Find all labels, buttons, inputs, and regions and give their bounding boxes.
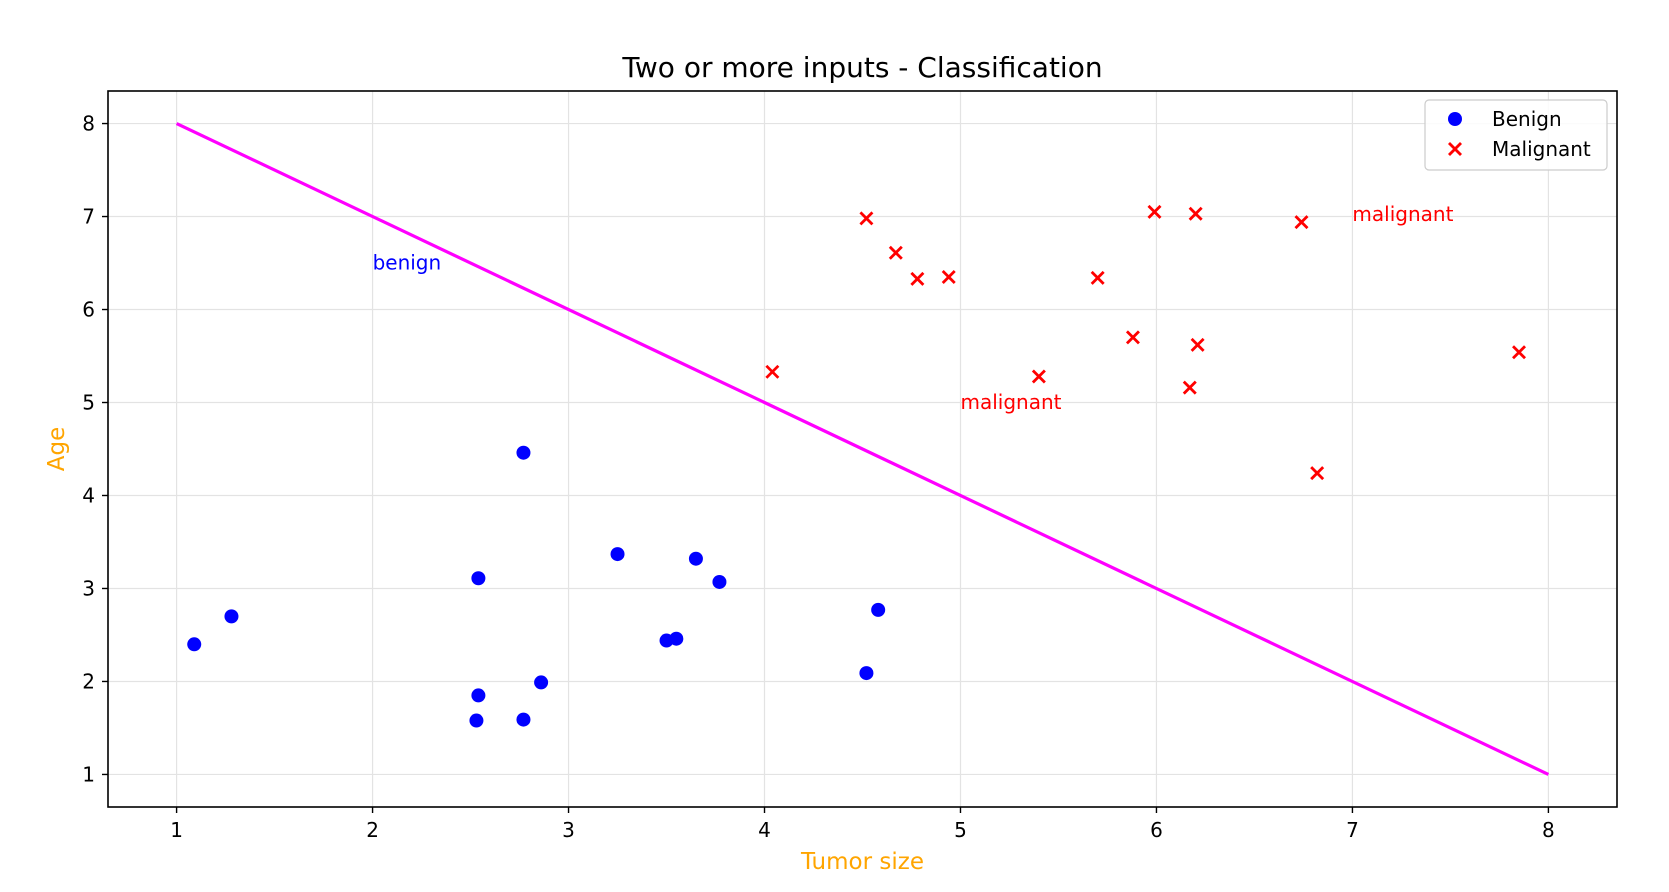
benign-point (871, 602, 886, 617)
x-axis-ticks: 1 2 3 4 5 6 7 8 (170, 807, 1555, 842)
annotation-malignant: malignant (1352, 202, 1453, 226)
y-tick-label: 4 (82, 483, 95, 507)
decision-boundary-layer (175, 122, 1550, 776)
benign-point (534, 675, 549, 690)
benign-point (471, 571, 486, 586)
x-tick-label: 4 (758, 818, 771, 842)
legend-benign-label: Benign (1492, 107, 1562, 131)
legend-malignant-label: Malignant (1492, 137, 1591, 161)
malignant-point (1190, 337, 1205, 352)
y-tick-label: 8 (82, 112, 95, 136)
data-points-layer (187, 204, 1527, 728)
benign-point (516, 712, 531, 727)
annotations-layer: benign malignant malignant (373, 202, 1454, 414)
malignant-point (1182, 380, 1197, 395)
malignant-point (1188, 206, 1203, 221)
malignant-point (1031, 369, 1046, 384)
y-axis-ticks: 1 2 3 4 5 6 7 8 (82, 112, 108, 786)
malignant-point (1125, 330, 1140, 345)
benign-point (610, 547, 625, 562)
malignant-point (1310, 466, 1325, 481)
y-tick-label: 5 (82, 391, 95, 415)
legend-benign-marker (1448, 112, 1462, 126)
benign-point (516, 445, 531, 460)
plot-frame (107, 90, 1618, 808)
malignant-point (1147, 204, 1162, 219)
malignant-point (910, 271, 925, 286)
malignant-point (1512, 345, 1527, 360)
chart-title: Two or more inputs - Classification (621, 51, 1102, 84)
legend-box (1424, 99, 1608, 171)
y-tick-label: 7 (82, 205, 95, 229)
annotation-malignant: malignant (960, 390, 1061, 414)
benign-point (669, 631, 684, 646)
x-axis-label: Tumor size (800, 849, 924, 875)
y-tick-label: 3 (82, 576, 95, 600)
benign-point (712, 574, 727, 589)
malignant-point (765, 364, 780, 379)
malignant-point (1294, 215, 1309, 230)
benign-point (187, 637, 202, 652)
legend: Benign Malignant (1424, 99, 1608, 171)
benign-point (224, 609, 239, 624)
x-tick-label: 7 (1346, 818, 1359, 842)
x-tick-label: 6 (1150, 818, 1163, 842)
malignant-point (941, 269, 956, 284)
benign-point (469, 713, 484, 728)
x-tick-label: 3 (562, 818, 575, 842)
y-tick-label: 2 (82, 669, 95, 693)
malignant-point (859, 211, 874, 226)
y-axis-label: Age (44, 427, 70, 471)
decision-boundary-line (175, 122, 1550, 776)
y-tick-label: 6 (82, 298, 95, 322)
y-tick-label: 1 (82, 762, 95, 786)
x-tick-label: 5 (954, 818, 967, 842)
malignant-point (888, 245, 903, 260)
x-tick-label: 8 (1542, 818, 1555, 842)
benign-point (859, 666, 874, 681)
malignant-point (1090, 270, 1105, 285)
benign-point (688, 551, 703, 566)
benign-point (471, 688, 486, 703)
annotation-benign: benign (373, 251, 442, 275)
legend-malignant-marker (1448, 142, 1462, 156)
x-tick-label: 1 (170, 818, 183, 842)
x-tick-label: 2 (366, 818, 379, 842)
